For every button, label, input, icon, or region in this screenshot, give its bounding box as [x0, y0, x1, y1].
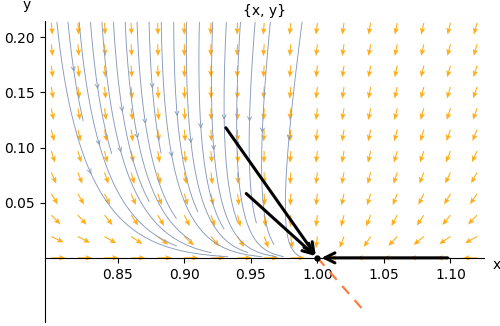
FancyArrowPatch shape — [212, 145, 216, 149]
FancyArrowPatch shape — [288, 135, 291, 139]
FancyArrowPatch shape — [120, 107, 124, 111]
FancyArrowPatch shape — [198, 124, 202, 127]
FancyArrowPatch shape — [88, 169, 91, 174]
FancyArrowPatch shape — [96, 140, 100, 144]
FancyArrowPatch shape — [175, 111, 179, 115]
Title: {x, y}: {x, y} — [242, 4, 286, 18]
FancyArrowPatch shape — [169, 152, 173, 156]
FancyArrowPatch shape — [188, 138, 192, 142]
X-axis label: x: x — [493, 258, 500, 272]
FancyArrowPatch shape — [135, 133, 138, 138]
FancyArrowPatch shape — [118, 147, 122, 151]
FancyArrowPatch shape — [260, 128, 264, 132]
FancyArrowPatch shape — [143, 119, 146, 123]
Y-axis label: y: y — [23, 0, 31, 12]
FancyArrowPatch shape — [235, 142, 239, 146]
FancyArrowPatch shape — [95, 84, 99, 88]
FancyArrowPatch shape — [248, 117, 252, 121]
FancyArrowPatch shape — [222, 115, 226, 119]
FancyArrowPatch shape — [72, 67, 75, 71]
FancyArrowPatch shape — [150, 83, 154, 87]
